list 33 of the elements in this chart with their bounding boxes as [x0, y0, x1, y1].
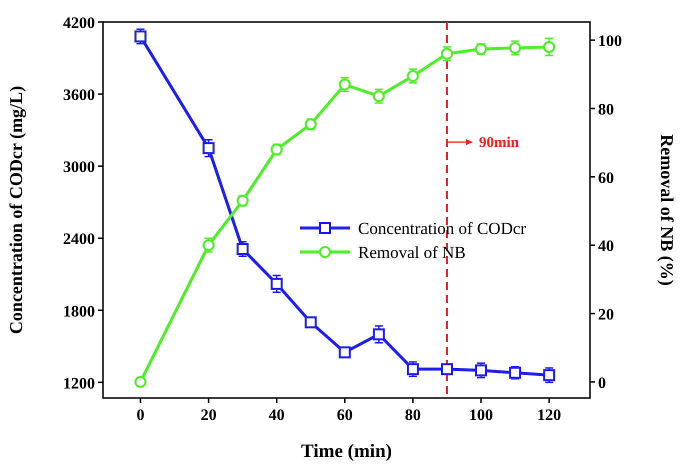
- y-tick-label: 1800: [63, 303, 95, 320]
- y2-tick-label: 100: [598, 33, 622, 50]
- y-tick-label: 3600: [63, 87, 95, 104]
- y-tick-label: 1200: [63, 375, 95, 392]
- y2-tick-label: 0: [598, 374, 606, 392]
- point: [134, 376, 146, 388]
- x-tick-label: 120: [537, 407, 562, 424]
- legend-label: Removal of NB: [358, 243, 466, 262]
- point: [440, 363, 453, 376]
- y-tick-label: 3000: [63, 159, 95, 176]
- y2-axis-title: Removal of NB (%): [657, 134, 677, 286]
- y-tick-label: 4200: [63, 15, 95, 32]
- x-tick-label: 80: [404, 407, 421, 424]
- x-tick-label: 100: [469, 407, 494, 424]
- point: [338, 346, 351, 358]
- x-tick-label: 0: [136, 407, 144, 424]
- y-axis-title: Concentration of CODcr (mg/L): [6, 86, 26, 334]
- point: [304, 316, 317, 328]
- legend-label: Concentration of CODcr: [358, 219, 526, 238]
- y2-tick-label: 40: [598, 238, 614, 256]
- y2-tick-label: 20: [598, 306, 614, 324]
- y-tick-label: 2400: [63, 231, 95, 248]
- annotation: 90min: [478, 135, 520, 152]
- point: [270, 278, 283, 290]
- x-tick-label: 40: [268, 407, 285, 424]
- x-tick-label: 60: [336, 407, 353, 424]
- y2-tick-label: 60: [598, 170, 614, 187]
- x-axis-title: Time (min): [301, 441, 392, 462]
- point: [202, 142, 215, 154]
- point: [372, 328, 385, 340]
- y2-tick-label: 80: [598, 101, 614, 118]
- x-tick-label: 20: [200, 407, 217, 424]
- point: [543, 40, 556, 53]
